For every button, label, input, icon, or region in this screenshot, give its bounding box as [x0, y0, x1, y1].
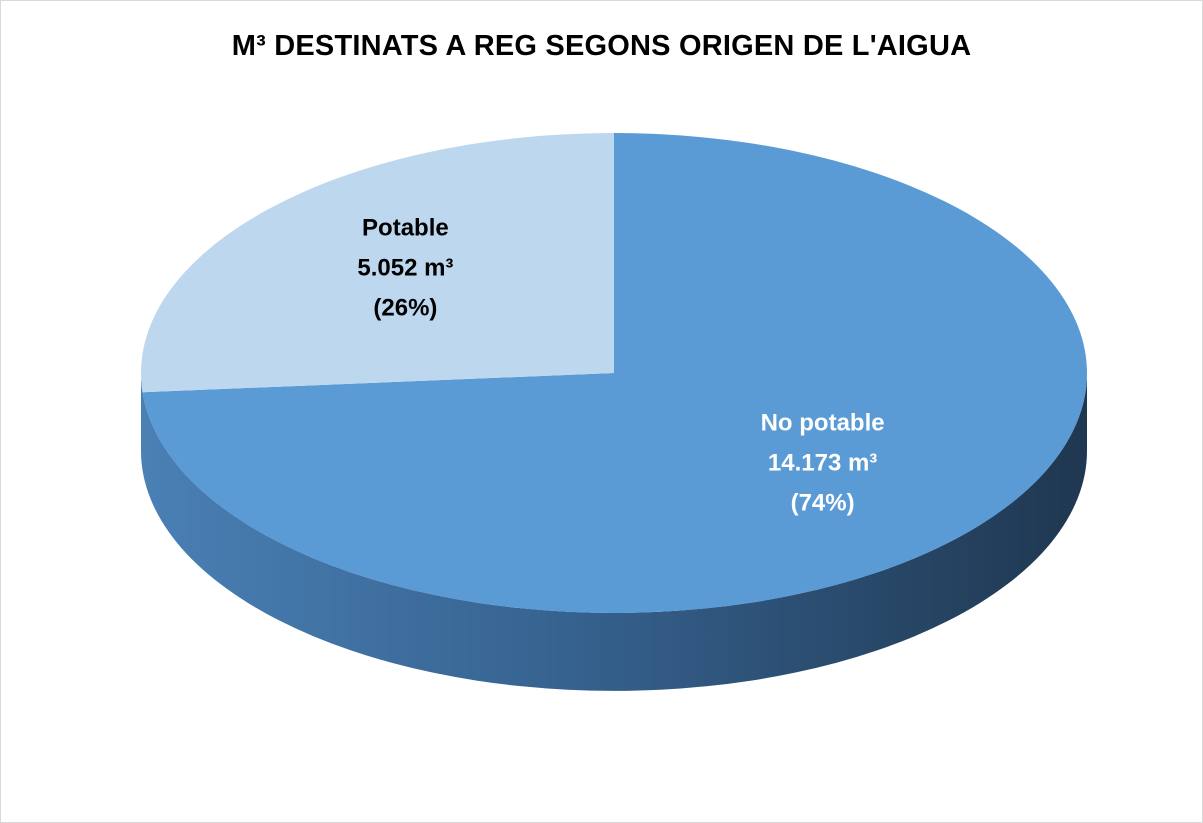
slice-label-no-potable-value: 14.173 m³	[768, 450, 877, 477]
pie-slice-potable[interactable]	[140, 133, 614, 393]
slice-label-no-potable-percent: (74%)	[791, 490, 855, 517]
chart-title: M³ DESTINATS A REG SEGONS ORIGEN DE L'AI…	[231, 30, 972, 62]
pie-slice-no-potable[interactable]	[142, 133, 1088, 613]
slice-label-potable-percent: (26%)	[373, 294, 437, 321]
slice-label-no-potable-name: No potable	[761, 410, 885, 437]
slice-label-potable-name: Potable	[362, 214, 449, 241]
slice-label-potable-value: 5.052 m³	[357, 254, 453, 281]
pie-side-wall	[141, 373, 1087, 691]
